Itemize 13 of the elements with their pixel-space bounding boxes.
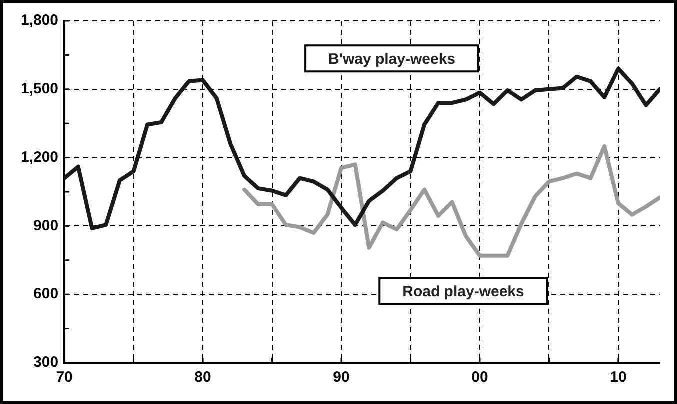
x-tick-label: 80 (194, 369, 212, 386)
text: B'way play-weeks (328, 50, 456, 68)
y-tick-label: 1,800 (20, 12, 59, 30)
y-tick-label: 300 (34, 354, 59, 372)
x-tick-label: 10 (610, 369, 627, 386)
y-tick-label: 600 (34, 286, 59, 303)
y-tick-label: 1,200 (20, 148, 59, 166)
y-tick-label: 900 (34, 217, 59, 234)
x-tick-label: 00 (472, 369, 488, 386)
x-tick-label: 70 (56, 369, 73, 386)
text: Road play-weeks (402, 283, 524, 300)
x-tick-label: 90 (333, 369, 350, 386)
y-tick-label: 1,500 (20, 80, 59, 98)
